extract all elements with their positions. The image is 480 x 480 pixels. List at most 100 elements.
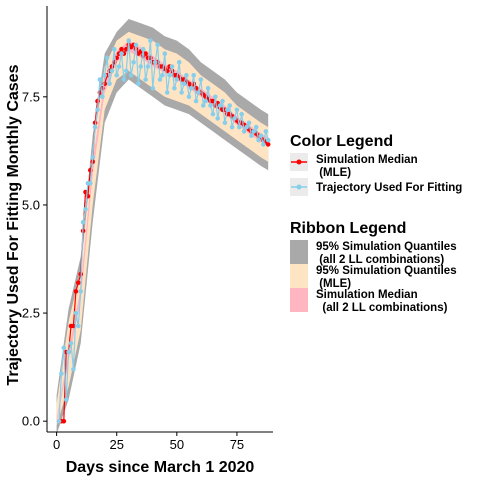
series-point-1	[148, 38, 153, 43]
series-point-1	[59, 371, 64, 376]
legend-key-fill-pink	[290, 288, 308, 312]
ribbon-legend-item-all-median: Simulation Median (all 2 LL combinations…	[290, 288, 448, 314]
series-point-1	[121, 77, 127, 82]
series-point-1	[157, 77, 163, 82]
series-point-1	[140, 46, 146, 52]
series-point-1	[237, 124, 242, 130]
series-point-0	[61, 418, 67, 424]
series-point-1	[119, 51, 124, 56]
series-point-0	[73, 289, 79, 294]
x-ticks: 0 25 50 75	[53, 432, 244, 452]
series-point-1	[164, 90, 170, 95]
series-point-1	[222, 120, 228, 126]
series-point-1	[102, 72, 107, 78]
y-tick-label: 0.0	[22, 414, 40, 429]
series-point-1	[186, 94, 192, 100]
series-point-1	[167, 72, 172, 78]
series-point-1	[210, 111, 216, 117]
series-point-1	[71, 367, 76, 372]
y-ticks: 0.0 2.5 5.0 7.5	[22, 89, 47, 429]
series-point-1	[90, 155, 95, 160]
series-point-1	[97, 77, 103, 82]
legend-label: (all 2 LL combinations)	[316, 302, 448, 314]
series-point-1	[213, 94, 218, 100]
legend-label: (MLE)	[316, 167, 351, 179]
series-point-1	[198, 77, 204, 82]
legend-label: 95% Simulation Quantiles	[316, 241, 457, 253]
series-point-1	[100, 94, 105, 100]
legend-key-fill-bisque	[290, 264, 308, 288]
series-point-1	[193, 98, 199, 104]
color-legend-item-trajectory: Trajectory Used For Fitting	[290, 178, 462, 196]
series-point-1	[205, 85, 211, 91]
series-point-1	[225, 107, 230, 113]
series-point-1	[263, 129, 269, 134]
series-point-1	[155, 42, 160, 48]
series-point-1	[244, 124, 249, 130]
series-point-1	[256, 137, 261, 143]
x-tick-label: 75	[230, 437, 244, 452]
ribbon-legend-item-all-quantiles: 95% Simulation Quantiles (all 2 LL combi…	[290, 240, 457, 266]
legend-label: Simulation Median	[316, 289, 418, 301]
series-point-1	[107, 81, 112, 87]
series-point-1	[128, 72, 134, 78]
series-point-1	[229, 124, 235, 130]
legend-label: Simulation Median	[316, 154, 418, 166]
series-point-1	[88, 181, 93, 186]
series-point-1	[227, 103, 232, 108]
series-point-1	[92, 124, 98, 130]
legend-label: (all 2 LL combinations)	[316, 254, 444, 266]
y-tick-label: 5.0	[22, 197, 40, 212]
x-axis-title: Days since March 1 2020	[66, 459, 255, 476]
series-point-1	[61, 345, 67, 351]
legend-label: 95% Simulation Quantiles	[316, 265, 457, 277]
ribbon-legend-item-mle-quantiles: 95% Simulation Quantiles (MLE)	[290, 264, 457, 290]
series-line-1	[58, 40, 269, 422]
series-point-1	[152, 59, 158, 65]
series-point-1	[138, 64, 144, 69]
axes-layer	[46, 6, 273, 433]
y-axis-title: Trajectory Used For Fitting Monthly Case…	[5, 64, 22, 385]
series-point-1	[217, 103, 223, 108]
series-point-0	[143, 51, 148, 56]
series-point-1	[109, 68, 115, 74]
series-point-1	[131, 59, 136, 65]
series-point-1	[196, 90, 201, 95]
series-point-1	[95, 107, 100, 113]
series-point-1	[133, 42, 139, 48]
series-point-1	[179, 90, 184, 95]
color-legend-item-median: Simulation Median (MLE)	[290, 153, 418, 179]
series-point-1	[80, 219, 86, 225]
series-point-0	[119, 46, 124, 52]
series-point-1	[124, 68, 129, 74]
x-tick-label: 25	[109, 437, 123, 452]
series-point-1	[184, 72, 189, 78]
legend-label: Trajectory Used For Fitting	[316, 182, 462, 194]
series-point-1	[83, 207, 88, 212]
series-point-0	[265, 142, 271, 147]
series-point-1	[143, 77, 148, 82]
x-tick-label: 50	[170, 437, 184, 452]
y-tick-label: 2.5	[22, 306, 40, 321]
color-legend-title: Color Legend	[290, 133, 393, 150]
series-point-1	[241, 129, 247, 134]
series-point-1	[234, 107, 240, 113]
series-point-1	[169, 64, 175, 69]
series-point-1	[126, 38, 131, 43]
series-point-1	[253, 124, 259, 130]
ribbon-legend-title: Ribbon Legend	[290, 220, 406, 237]
series-point-0	[76, 280, 81, 286]
series-point-1	[265, 137, 271, 143]
series-point-1	[76, 323, 81, 329]
ribbons-layer	[56, 19, 269, 435]
series-point-1	[232, 116, 237, 121]
series-point-1	[145, 64, 151, 69]
ribbon-band-1	[56, 31, 269, 426]
legend-key-point-red	[296, 159, 302, 165]
series-point-1	[150, 85, 156, 91]
series-point-1	[136, 81, 141, 87]
series-point-1	[68, 341, 74, 346]
series-point-1	[63, 397, 69, 402]
series-point-1	[220, 98, 225, 104]
lines-layer	[56, 38, 271, 424]
